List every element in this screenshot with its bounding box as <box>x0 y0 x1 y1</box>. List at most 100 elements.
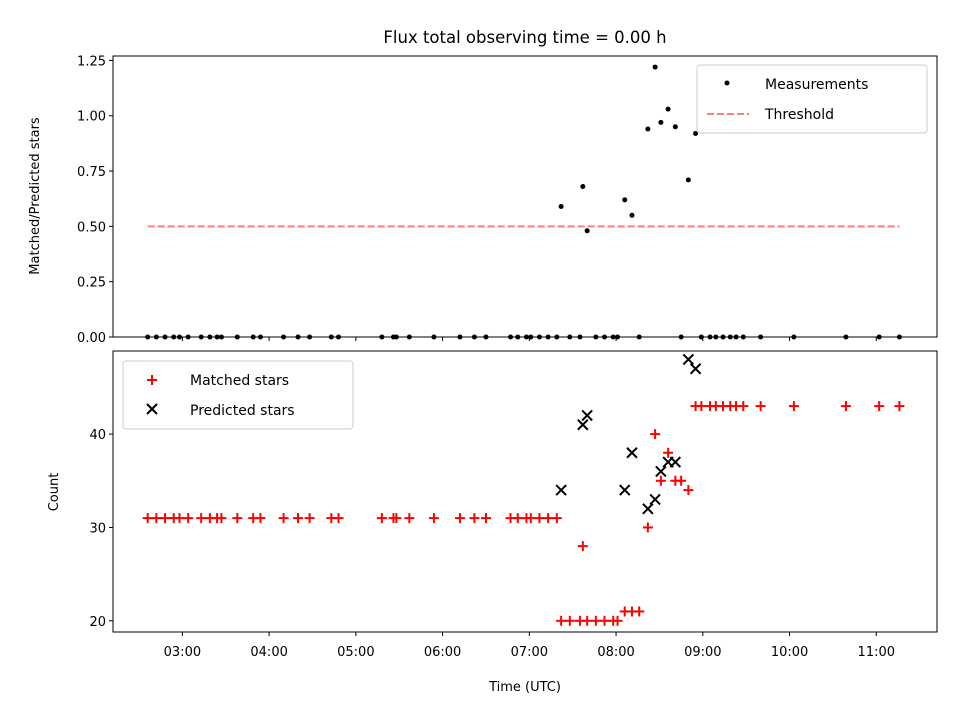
matched-star-point <box>160 513 171 524</box>
predicted-star-point <box>555 484 567 496</box>
predicted-star-point <box>577 419 589 431</box>
matched-star-point <box>556 615 567 626</box>
y-tick-label: 1.00 <box>77 110 106 125</box>
matched-star-point <box>655 475 666 486</box>
matched-star-point <box>642 522 653 533</box>
matched-star-point <box>696 401 707 412</box>
matched-star-point <box>590 615 601 626</box>
matched-star-point <box>582 615 593 626</box>
bottom-legend: Matched stars Predicted stars <box>122 360 354 430</box>
measurement-point <box>580 184 586 190</box>
x-tick-label: 09:00 <box>684 645 721 660</box>
y-tick-label: 0.00 <box>77 331 106 346</box>
y-tick-label: 0.50 <box>77 220 106 235</box>
matched-star-point <box>428 513 439 524</box>
matched-star-point <box>788 401 799 412</box>
legend-matched-label: Matched stars <box>190 373 289 389</box>
matched-star-point <box>534 513 545 524</box>
measurement-point <box>672 124 678 130</box>
x-axis-label: Time (UTC) <box>488 680 561 695</box>
measurement-point <box>629 212 635 218</box>
matched-star-point <box>304 513 315 524</box>
predicted-star-point <box>689 363 702 375</box>
x-tick-label: 04:00 <box>250 645 287 660</box>
matched-star-point <box>683 485 694 496</box>
matched-star-point <box>564 615 575 626</box>
y-tick-label: 0.75 <box>77 165 106 180</box>
top-legend-box <box>696 64 928 134</box>
matched-star-point <box>577 541 588 552</box>
bottom-axes: 20 30 40 03:00 04:00 05:00 06:00 07:00 08:00 09:… <box>47 350 938 695</box>
measurement-point <box>652 64 658 70</box>
x-tick-label: 10:00 <box>771 645 808 660</box>
chart-title: Flux total observing time = 0.00 h <box>383 28 666 47</box>
legend-measurements-marker <box>724 80 730 86</box>
top-axes: 0.00 0.25 0.50 0.75 1.00 1.25 Matched/Predict… <box>28 54 938 346</box>
bottom-y-axis-label: Count <box>47 473 62 512</box>
matched-star-point <box>196 513 207 524</box>
legend-matched-marker <box>147 375 157 385</box>
matched-star-point <box>634 606 645 617</box>
matched-star-point <box>599 615 610 626</box>
matched-star-point <box>278 513 289 524</box>
predicted-star-point <box>655 465 667 478</box>
matched-star-point <box>525 513 536 524</box>
matched-star-point <box>755 401 766 412</box>
measurement-point <box>658 119 664 125</box>
top-y-axis-label: Matched/Predicted stars <box>28 117 43 275</box>
matched-star-point <box>663 447 674 458</box>
predicted-star-point <box>642 503 654 515</box>
x-tick-label: 05:00 <box>337 645 374 660</box>
matched-star-point <box>216 513 227 524</box>
x-tick-label: 03:00 <box>164 645 201 660</box>
top-axes-frame <box>112 55 938 338</box>
matched-star-point <box>469 513 480 524</box>
measurement-point <box>665 106 671 112</box>
matched-star-point <box>738 401 749 412</box>
matched-star-point <box>874 401 885 412</box>
y-tick-label: 30 <box>89 521 106 536</box>
matched-star-point <box>174 513 185 524</box>
measurement-point <box>584 228 590 234</box>
legend-measurements-label: Measurements <box>765 77 868 93</box>
y-tick-label: 40 <box>89 428 106 443</box>
matched-star-point <box>333 513 344 524</box>
legend-predicted-marker <box>146 403 158 415</box>
matched-star-point <box>454 513 465 524</box>
measurement-point <box>622 197 628 203</box>
legend-predicted-label: Predicted stars <box>190 403 295 419</box>
top-legend: Measurements Threshold <box>696 64 928 134</box>
x-tick-label: 07:00 <box>511 645 548 660</box>
matched-star-point <box>551 513 562 524</box>
x-tick-label: 06:00 <box>424 645 461 660</box>
predicted-star-point <box>626 447 638 459</box>
matched-star-point <box>391 513 402 524</box>
predicted-star-point <box>682 353 695 366</box>
y-tick-label: 0.25 <box>77 276 106 291</box>
predicted-star-point <box>669 456 682 468</box>
measurement-point <box>558 203 564 209</box>
measurement-point <box>693 130 699 136</box>
matched-star-point <box>512 513 523 524</box>
y-tick-label: 20 <box>89 615 106 630</box>
measurement-point <box>685 177 691 183</box>
x-tick-label: 08:00 <box>597 645 634 660</box>
matched-star-point <box>480 513 491 524</box>
matched-star-point <box>676 475 687 486</box>
matched-star-point <box>151 513 162 524</box>
matched-star-point <box>232 513 243 524</box>
bottom-axes-frame <box>112 350 938 633</box>
matched-star-point <box>293 513 304 524</box>
matched-star-point <box>650 429 661 440</box>
predicted-star-point <box>649 493 661 506</box>
matched-star-point <box>543 513 554 524</box>
matched-star-point <box>894 401 905 412</box>
matched-star-point <box>404 513 415 524</box>
predicted-star-point <box>581 409 593 422</box>
measurement-point <box>645 126 651 132</box>
legend-threshold-label: Threshold <box>764 107 834 123</box>
matched-star-point <box>612 615 623 626</box>
matched-star-point <box>840 401 851 412</box>
predicted-star-point <box>619 484 631 496</box>
